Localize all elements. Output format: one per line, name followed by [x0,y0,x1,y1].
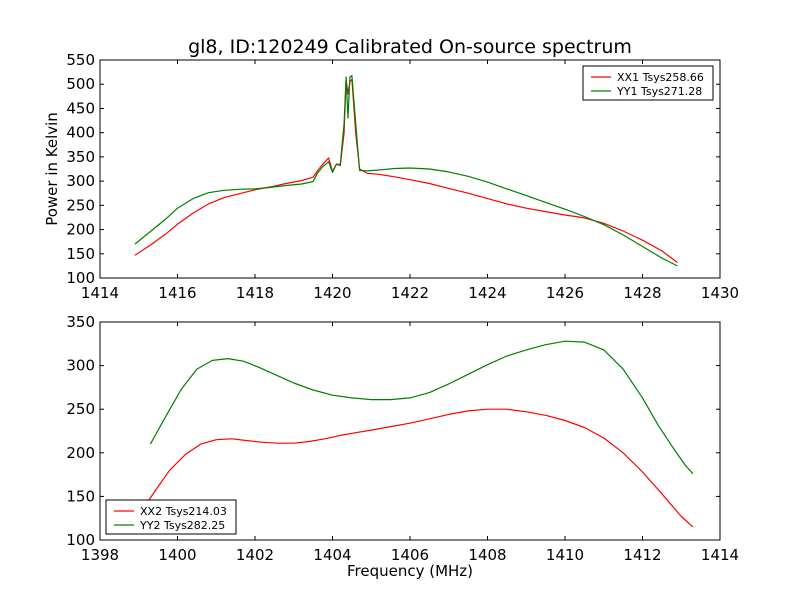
top-y-tick-label: 500 [66,75,95,93]
top-legend-label-1: XX1 Tsys258.66 [617,71,704,84]
top-y-tick-label: 250 [66,196,95,214]
bottom-x-axis-label: Frequency (MHz) [347,562,473,580]
top-y-tick-label: 550 [66,51,95,69]
top-legend-label-2: YY1 Tsys271.28 [616,85,702,98]
top-x-tick-label: 1430 [701,284,739,302]
bottom-x-tick-label: 1400 [158,546,196,564]
top-y-tick-label: 350 [66,148,95,166]
bottom-y-tick-label: 350 [66,313,95,331]
top-legend-box [582,65,714,101]
top-y-tick-label: 450 [66,99,95,117]
bottom-legend-label-1: XX2 Tsys214.03 [140,505,227,518]
bottom-x-tick-label: 1410 [546,546,584,564]
top-y-tick-label: 200 [66,221,95,239]
bottom-x-tick-label: 1414 [701,546,739,564]
top-series-line-2 [134,74,678,267]
top-chart-title: gl8, ID:120249 Calibrated On-source spec… [188,36,632,58]
bottom-legend-label-2: YY2 Tsys282.25 [139,519,225,532]
bottom-x-tick-label: 1398 [81,546,119,564]
top-x-tick-label: 1426 [546,284,584,302]
top-y-tick-label: 150 [66,245,95,263]
top-x-tick-label: 1414 [81,284,119,302]
bottom-legend-box [105,499,237,535]
top-y-tick-label: 100 [66,269,95,287]
top-x-tick-label: 1420 [313,284,351,302]
bottom-y-tick-label: 150 [66,487,95,505]
bottom-x-tick-label: 1402 [236,546,274,564]
bottom-x-tick-label: 1404 [313,546,351,564]
bottom-y-tick-label: 300 [66,357,95,375]
top-x-tick-label: 1416 [158,284,196,302]
top-y-axis-label: Power in Kelvin [43,112,61,226]
top-series-line-1 [134,78,678,263]
top-x-tick-label: 1428 [623,284,661,302]
top-y-tick-label: 400 [66,124,95,142]
top-x-tick-label: 1418 [236,284,274,302]
bottom-y-tick-label: 200 [66,444,95,462]
bottom-series-line-2 [149,340,694,475]
bottom-series-line-1 [138,408,694,528]
bottom-y-tick-label: 100 [66,531,95,549]
top-x-tick-label: 1424 [468,284,506,302]
bottom-plot-area: 1398 1400 1402 1404 1406 1408 1410 1412 1414 100 1… [66,313,739,564]
bottom-x-tick-label: 1412 [623,546,661,564]
top-x-tick-label: 1422 [391,284,429,302]
bottom-x-tick-label: 1408 [468,546,506,564]
bottom-x-tick-label: 1406 [391,546,429,564]
top-y-tick-label: 300 [66,172,95,190]
top-plot-area: 1414 1416 1418 1420 1422 1424 1426 1428 1430 100 1… [66,51,739,302]
bottom-y-tick-label: 250 [66,400,95,418]
